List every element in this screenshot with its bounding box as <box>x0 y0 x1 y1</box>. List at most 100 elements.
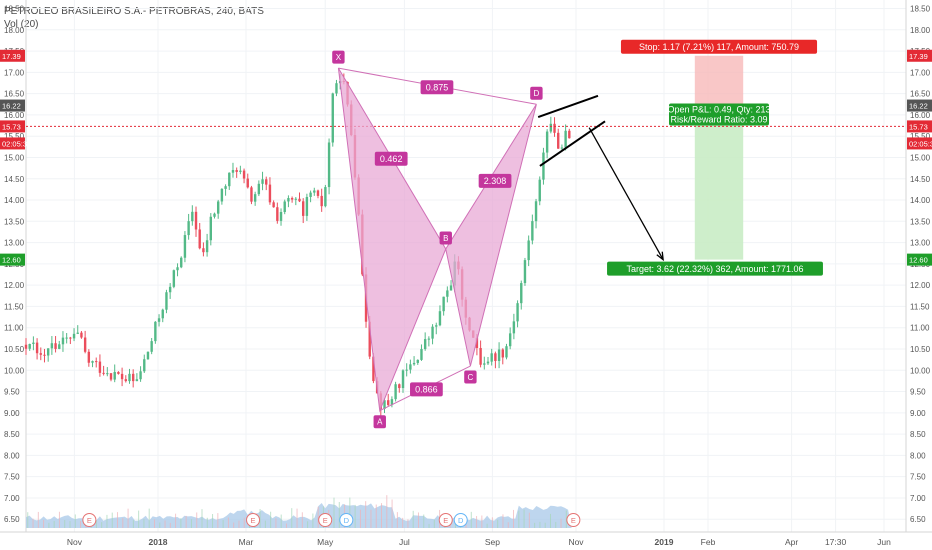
price-badge-right: 02:05:3 <box>909 139 932 148</box>
y-tick-label-right: 9.00 <box>910 409 926 418</box>
candle-body <box>501 349 504 358</box>
candle-body <box>113 371 116 380</box>
y-tick-label-right: 14.50 <box>910 175 931 184</box>
candle-body <box>316 190 320 196</box>
y-tick-label-right: 11.00 <box>910 324 930 333</box>
y-tick-label-left: 15.50 <box>4 132 25 141</box>
marker-text: E <box>87 516 92 525</box>
y-tick-label-left: 18.00 <box>4 26 25 35</box>
y-tick-label-right: 16.50 <box>910 90 931 99</box>
candle-body <box>139 371 142 380</box>
y-tick-label-left: 11.00 <box>4 324 24 333</box>
marker-circle <box>566 513 581 527</box>
candle-body <box>497 349 501 362</box>
price-badge-left-bg <box>0 137 25 150</box>
candle-body <box>180 257 183 268</box>
ratio-label-bg <box>478 173 512 188</box>
candle-body <box>131 373 135 382</box>
candle-body <box>387 400 390 405</box>
candle-body <box>449 285 453 291</box>
candle-body <box>283 201 286 213</box>
triangle-upper-line <box>537 94 599 118</box>
y-axis-left: 6.50 7.00 7.50 8.00 8.50 9.00 9.50 10.00 10.50 11… <box>0 5 27 524</box>
price-badge-left: 16.22 <box>2 102 21 111</box>
y-tick-label-right: 15.50 <box>910 132 931 141</box>
marker-circle <box>82 513 97 527</box>
target-label-text: Target: 3.62 (22.32%) 362, Amount: 1771.… <box>626 264 803 274</box>
volume-indicator-label[interactable]: Vol (20) <box>4 19 39 30</box>
y-tick-label-right: 7.00 <box>910 494 926 503</box>
candle-body <box>154 321 157 342</box>
candle-body <box>198 229 201 249</box>
candle-body <box>231 170 235 173</box>
ratio-label: 2.308 <box>478 173 512 188</box>
earnings-marker[interactable]: E <box>246 513 261 527</box>
candle-body <box>431 326 434 339</box>
candle-body <box>553 123 556 133</box>
y-tick-label-left: 18.50 <box>4 5 25 14</box>
candle-body <box>43 354 46 356</box>
pattern-point-d-text: D <box>534 89 540 98</box>
candle-body <box>124 379 127 382</box>
candle-body <box>564 130 567 148</box>
risk-reward-text: Risk/Reward Ratio: 3.09 <box>670 115 767 125</box>
candle-body <box>168 286 172 293</box>
candle-body <box>383 400 386 409</box>
candle-body <box>157 318 161 322</box>
candle-body <box>390 399 394 405</box>
earnings-marker[interactable]: E <box>566 513 581 527</box>
candle-body <box>405 369 408 371</box>
candle-body <box>257 183 261 195</box>
pattern-point-a: A <box>373 415 386 429</box>
price-badge-right-bg <box>907 49 932 62</box>
ratio-label: 0.462 <box>374 151 408 166</box>
earnings-marker[interactable]: E <box>82 513 97 527</box>
earnings-marker[interactable]: E <box>438 513 453 527</box>
y-tick-label-left: 14.50 <box>4 175 25 184</box>
dividend-marker[interactable]: D <box>453 513 468 527</box>
x-tick-label: 17:30 <box>825 537 847 547</box>
candle-body <box>520 283 523 304</box>
candle-body <box>202 248 205 253</box>
stop-label-bg <box>620 39 818 54</box>
candle-body <box>327 142 331 188</box>
y-tick-label-left: 10.00 <box>4 366 25 375</box>
marker-circle <box>318 513 333 527</box>
stop-zone <box>694 55 744 106</box>
y-tick-label-right: 8.00 <box>910 451 926 460</box>
pattern-point-x-bg <box>332 50 345 64</box>
candle-body <box>279 212 283 221</box>
y-axis-right: 6.50 7.00 7.50 8.00 8.50 9.00 9.50 10.00 10.50 11… <box>907 5 932 524</box>
pattern-bcd <box>445 104 537 367</box>
candle-body <box>401 370 405 389</box>
candle-body <box>250 187 253 202</box>
y-tick-label-left: 8.00 <box>4 451 20 460</box>
price-badge-left: 02:05:3 <box>2 139 27 148</box>
x-tick-label: May <box>317 537 334 547</box>
candle-body <box>331 93 334 143</box>
ratio-label-text: 0.462 <box>380 154 403 164</box>
ratio-label-text: 2.308 <box>484 176 507 186</box>
y-tick-label-right: 17.00 <box>910 68 931 77</box>
candle-body <box>479 347 482 365</box>
earnings-marker[interactable]: E <box>318 513 333 527</box>
candle-body <box>505 346 508 358</box>
candle-body <box>176 267 179 271</box>
volume-area-fill <box>26 503 572 528</box>
ratio-label-bg <box>410 382 443 397</box>
target-zone <box>694 105 744 260</box>
y-tick-label-right: 13.00 <box>910 239 931 248</box>
candle-body <box>72 333 76 339</box>
candle-body <box>46 348 50 356</box>
candle-body <box>28 344 31 349</box>
dividend-marker[interactable]: D <box>339 513 354 527</box>
y-tick-label-left: 8.50 <box>4 430 20 439</box>
candle-body <box>394 384 397 400</box>
candle-body <box>372 356 375 382</box>
ratio-label-bg <box>420 80 454 95</box>
candle-body <box>183 235 187 258</box>
price-badge-left: 17.39 <box>2 52 21 61</box>
y-tick-label-left: 7.50 <box>4 473 20 482</box>
candle-body <box>242 170 246 179</box>
